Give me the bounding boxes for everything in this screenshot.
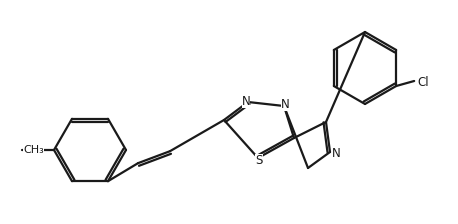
- Text: N: N: [242, 95, 251, 108]
- Text: N: N: [332, 146, 340, 159]
- Text: O: O: [27, 144, 36, 157]
- Text: N: N: [281, 97, 289, 110]
- Text: Cl: Cl: [417, 75, 429, 88]
- Text: CH₃: CH₃: [23, 145, 44, 155]
- Text: S: S: [255, 153, 263, 166]
